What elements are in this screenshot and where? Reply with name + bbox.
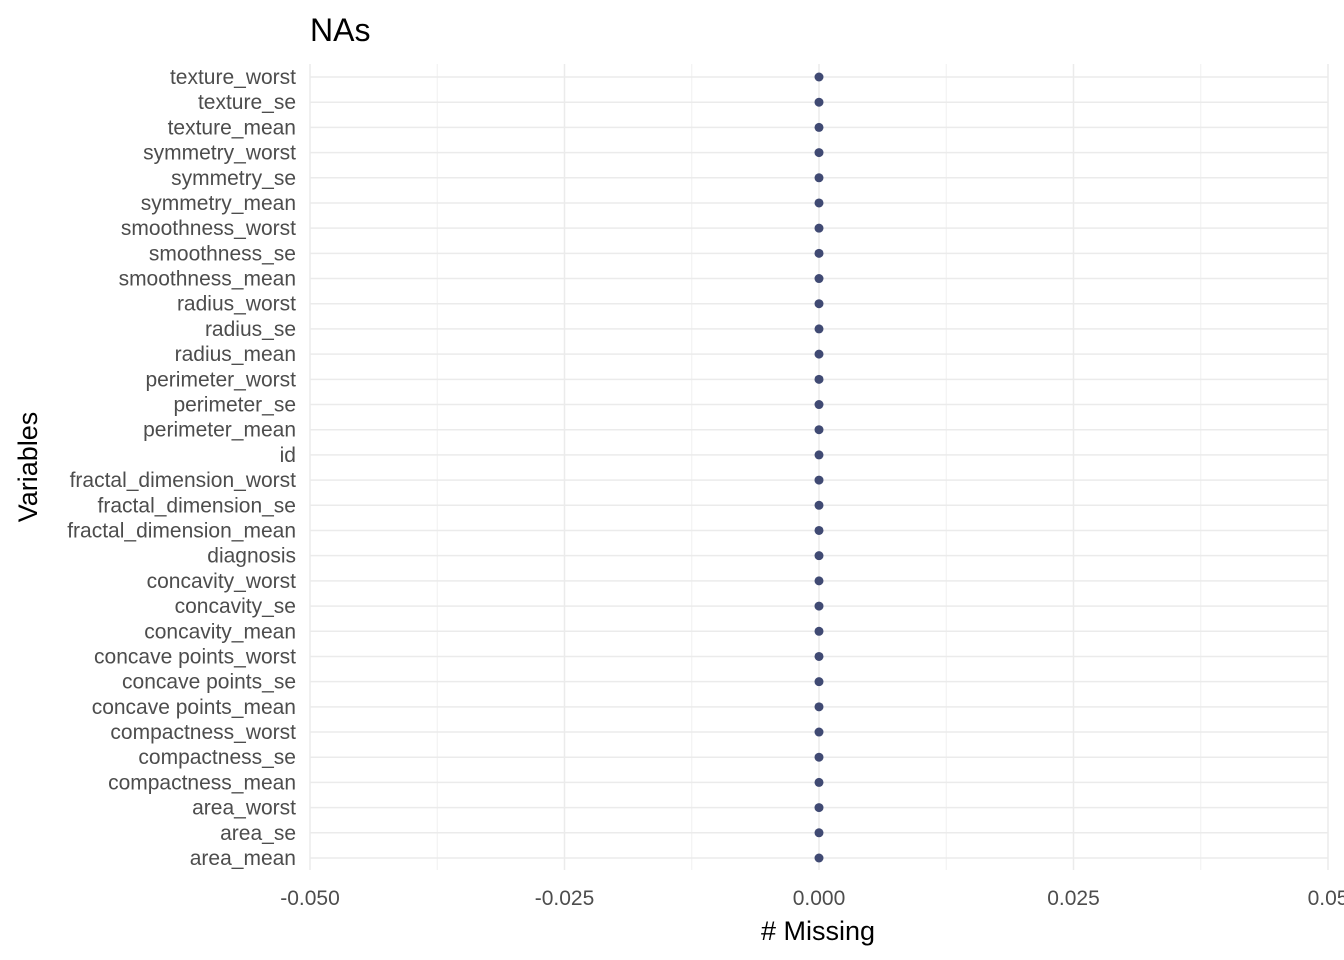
data-point bbox=[814, 324, 824, 334]
y-tick-label: area_worst bbox=[192, 797, 296, 820]
y-tick-label: symmetry_worst bbox=[143, 142, 296, 165]
y-tick-label: fractal_dimension_se bbox=[98, 494, 296, 517]
data-point bbox=[814, 374, 824, 384]
chart-title: NAs bbox=[310, 12, 370, 48]
data-point bbox=[814, 122, 824, 132]
y-tick-label: compactness_mean bbox=[108, 771, 296, 794]
data-point bbox=[814, 601, 824, 611]
x-axis-title: # Missing bbox=[761, 916, 875, 946]
y-tick-label: smoothness_se bbox=[149, 242, 296, 265]
data-point bbox=[814, 148, 824, 158]
data-point bbox=[814, 223, 824, 233]
data-point bbox=[814, 450, 824, 460]
y-tick-label: compactness_worst bbox=[110, 721, 296, 744]
grid-lines bbox=[309, 64, 1329, 870]
x-tick-label: 0.000 bbox=[793, 887, 846, 910]
y-tick-label: area_se bbox=[220, 822, 296, 845]
x-tick-labels: -0.050 -0.025 0.000 0.025 0.05 bbox=[280, 887, 1344, 910]
data-point bbox=[814, 702, 824, 712]
data-point bbox=[814, 72, 824, 82]
y-tick-label: symmetry_se bbox=[171, 167, 296, 190]
data-point bbox=[814, 853, 824, 863]
data-point bbox=[814, 475, 824, 485]
y-tick-label: fractal_dimension_worst bbox=[70, 469, 297, 492]
y-axis-title: Variables bbox=[13, 412, 43, 523]
y-tick-label: smoothness_worst bbox=[121, 217, 296, 240]
data-point bbox=[814, 425, 824, 435]
y-tick-label: texture_mean bbox=[168, 116, 296, 139]
y-tick-label: symmetry_mean bbox=[141, 192, 296, 215]
y-tick-label: perimeter_se bbox=[173, 394, 296, 417]
data-point bbox=[814, 551, 824, 561]
y-tick-label: concave points_worst bbox=[94, 645, 296, 668]
data-point bbox=[814, 752, 824, 762]
y-tick-label: area_mean bbox=[190, 847, 296, 870]
y-tick-label: radius_mean bbox=[175, 343, 296, 366]
data-point bbox=[814, 803, 824, 813]
y-tick-labels: texture_worsttexture_setexture_meansymme… bbox=[67, 66, 296, 870]
y-tick-label: texture_se bbox=[198, 91, 296, 114]
data-point bbox=[814, 500, 824, 510]
data-point bbox=[814, 349, 824, 359]
data-point bbox=[814, 299, 824, 309]
data-point bbox=[814, 828, 824, 838]
x-tick-label: 0.025 bbox=[1047, 887, 1100, 910]
y-tick-label: fractal_dimension_mean bbox=[67, 519, 296, 542]
y-tick-label: concavity_worst bbox=[147, 570, 297, 593]
data-point bbox=[814, 727, 824, 737]
data-point bbox=[814, 576, 824, 586]
data-point bbox=[814, 198, 824, 208]
data-point bbox=[814, 274, 824, 284]
y-tick-label: compactness_se bbox=[138, 746, 296, 769]
data-point bbox=[814, 677, 824, 687]
data-point bbox=[814, 248, 824, 258]
y-tick-label: concavity_mean bbox=[144, 620, 296, 643]
y-tick-label: concavity_se bbox=[175, 595, 296, 618]
x-tick-label: -0.025 bbox=[535, 887, 595, 910]
data-point bbox=[814, 173, 824, 183]
data-point bbox=[814, 777, 824, 787]
x-tick-label: 0.05 bbox=[1308, 887, 1344, 910]
data-point bbox=[814, 525, 824, 535]
y-tick-label: perimeter_mean bbox=[143, 419, 296, 442]
y-tick-label: diagnosis bbox=[207, 545, 296, 568]
data-point bbox=[814, 400, 824, 410]
x-tick-label: -0.050 bbox=[280, 887, 340, 910]
y-tick-label: smoothness_mean bbox=[119, 268, 296, 291]
y-tick-label: concave points_se bbox=[122, 671, 296, 694]
y-tick-label: perimeter_worst bbox=[145, 368, 296, 391]
data-points bbox=[814, 72, 824, 863]
data-point bbox=[814, 97, 824, 107]
y-tick-label: radius_worst bbox=[177, 293, 296, 316]
y-tick-label: radius_se bbox=[205, 318, 296, 341]
data-point bbox=[814, 626, 824, 636]
y-tick-label: id bbox=[280, 444, 296, 467]
data-point bbox=[814, 651, 824, 661]
y-tick-label: texture_worst bbox=[170, 66, 296, 89]
y-tick-label: concave points_mean bbox=[92, 696, 296, 719]
